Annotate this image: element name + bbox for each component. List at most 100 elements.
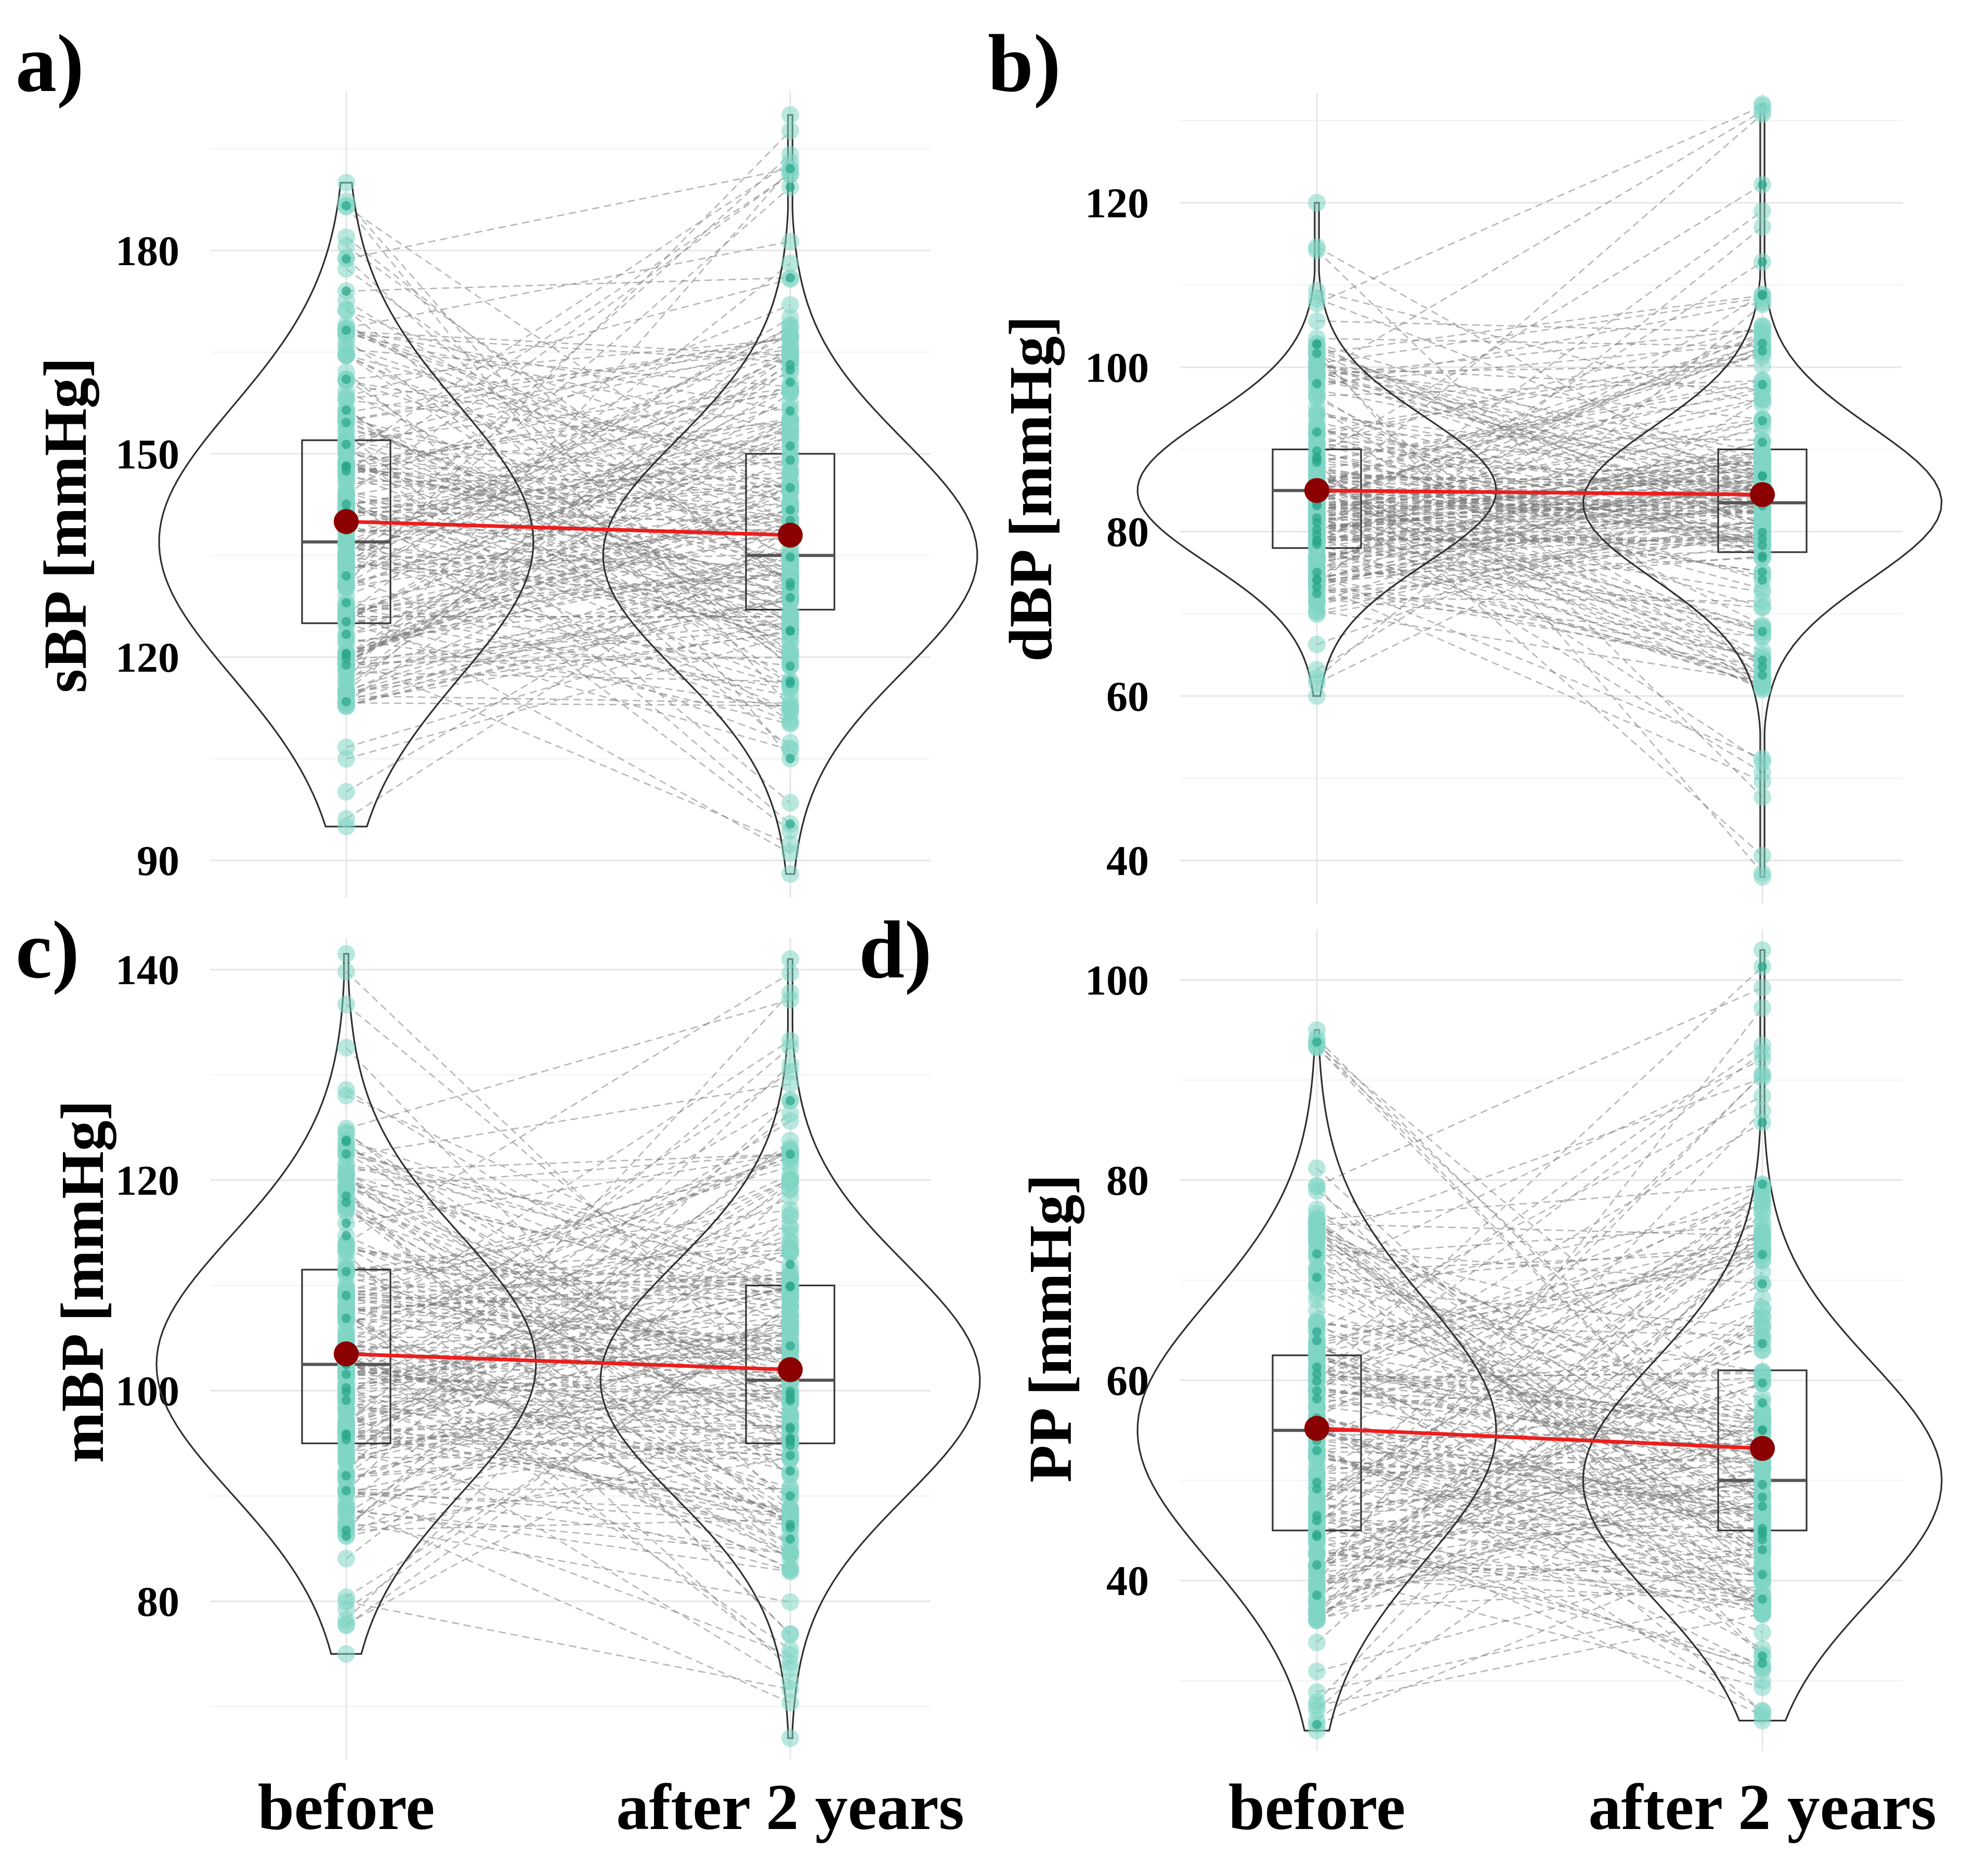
y-tick-label: 100 [1085, 957, 1149, 1004]
pair-line [346, 495, 791, 643]
pair-line [346, 1040, 791, 1329]
panel-b: 40 60 80 100 120 [1085, 94, 1943, 904]
data-point [1754, 1065, 1771, 1083]
data-point-dark [1312, 1362, 1322, 1372]
data-point [337, 606, 355, 624]
data-point-dark [1758, 670, 1767, 680]
y-tick-label: 100 [1085, 344, 1149, 391]
data-point-dark [786, 455, 795, 465]
pair-line [346, 529, 791, 628]
pair-line [1316, 1432, 1763, 1510]
data-point-dark [786, 273, 795, 283]
data-point [781, 1538, 799, 1556]
pair-line [1316, 1360, 1763, 1578]
pair-line [346, 1160, 791, 1285]
pair-line [346, 702, 791, 707]
pair-line [1316, 1201, 1763, 1475]
data-point-dark [342, 499, 351, 509]
data-point-dark [342, 1434, 351, 1444]
pair-line [346, 352, 791, 422]
data-point [1754, 1188, 1771, 1206]
pair-line [1316, 1267, 1763, 1413]
pair-line [346, 1334, 791, 1369]
pair-line [346, 443, 791, 616]
pair-line [346, 1305, 791, 1626]
pair-line [346, 484, 791, 524]
pair-line [346, 1305, 791, 1610]
y-tick-label: 40 [1106, 837, 1149, 884]
data-point [337, 346, 355, 364]
mean-point-after [1750, 1435, 1775, 1461]
pair-line [1316, 1075, 1763, 1506]
pair-line [1316, 380, 1763, 462]
pair-line [1316, 1286, 1763, 1373]
mean-point-before [334, 509, 359, 534]
pair-line [346, 466, 791, 559]
data-point [337, 174, 355, 192]
mean-line [1316, 488, 1763, 497]
pair-line [346, 1233, 791, 1426]
pair-line [1316, 1344, 1763, 1545]
data-point [337, 750, 355, 768]
data-point-dark [1312, 501, 1322, 511]
pair-line [346, 487, 791, 694]
data-point [1308, 312, 1326, 330]
data-point [781, 1063, 799, 1081]
data-point-dark [786, 1466, 795, 1476]
pair-line [346, 500, 791, 686]
pair-line [346, 1340, 791, 1521]
pair-line [346, 565, 791, 603]
data-point [1754, 1036, 1771, 1054]
pair-line [1316, 1236, 1763, 1344]
pair-line [346, 1156, 791, 1334]
data-point [781, 1660, 799, 1678]
data-point-dark [342, 1486, 351, 1496]
pair-line [1316, 1442, 1763, 1514]
data-point [337, 1451, 355, 1469]
pair-line [1316, 302, 1763, 388]
pair-line [346, 1240, 791, 1514]
data-point [781, 106, 799, 124]
pair-line [346, 426, 791, 589]
pair-line [1316, 113, 1763, 501]
pair-line [346, 1266, 791, 1295]
data-point-dark [1758, 528, 1767, 538]
pair-line [1316, 1243, 1763, 1286]
panel-a-label: a) [16, 18, 84, 109]
pair-line [346, 355, 791, 557]
data-point [1308, 1449, 1326, 1467]
data-point-dark [1312, 348, 1322, 358]
pair-line [346, 539, 791, 629]
pair-line [1316, 1229, 1763, 1426]
pair-line [346, 1147, 791, 1476]
pair-line [346, 657, 791, 845]
data-point [781, 1152, 799, 1170]
pair-line [346, 600, 791, 671]
pair-line [1316, 1233, 1763, 1524]
pair-line [346, 476, 791, 522]
pair-line [346, 1440, 791, 1537]
pair-line [1316, 576, 1763, 674]
pair-line [346, 1336, 791, 1342]
pair-line [346, 344, 791, 506]
pair-line [1316, 1309, 1763, 1621]
data-point-dark [786, 1424, 795, 1434]
pair-line [1316, 477, 1763, 630]
data-point [1754, 1102, 1771, 1120]
data-point [781, 1680, 799, 1699]
pair-line [346, 428, 791, 587]
data-point [1308, 1634, 1326, 1652]
data-point [1308, 1662, 1326, 1680]
data-point-dark [342, 1266, 351, 1276]
data-point [1754, 218, 1771, 236]
data-point-dark [1758, 1570, 1767, 1579]
pair-line [346, 380, 791, 521]
data-point-dark [786, 661, 795, 671]
pair-line [1316, 443, 1763, 545]
data-point [1308, 1021, 1326, 1039]
pair-line [1316, 347, 1763, 529]
data-point-dark [342, 1191, 351, 1201]
data-point [337, 1611, 355, 1629]
pair-line [1316, 451, 1763, 541]
